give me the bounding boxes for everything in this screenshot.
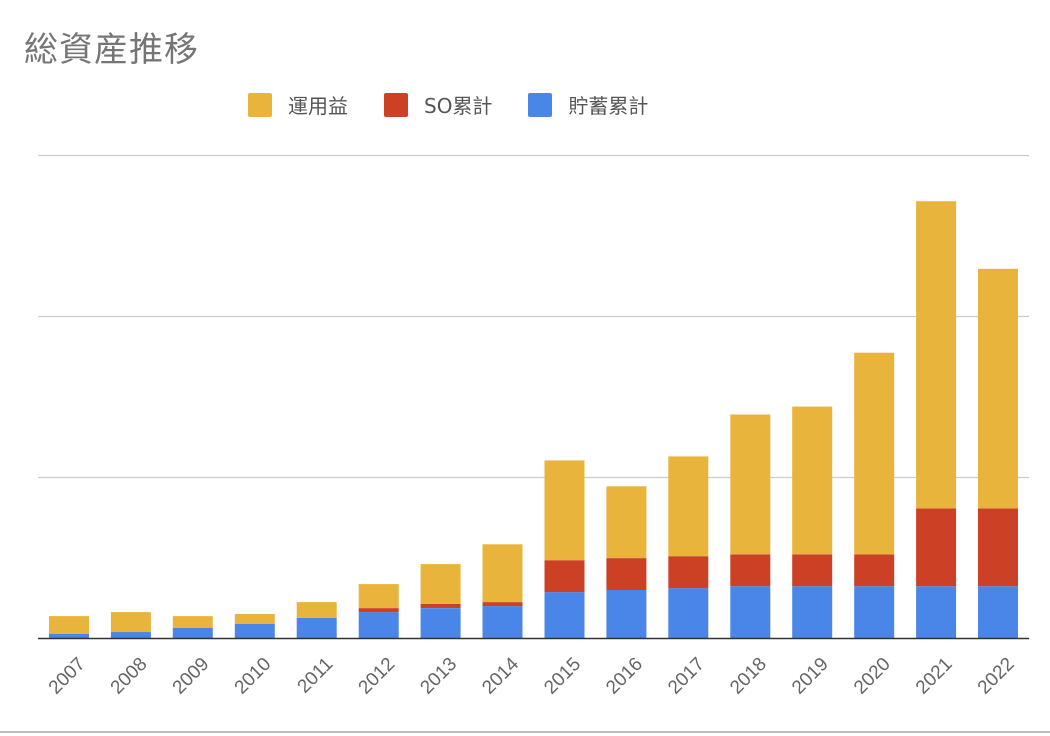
x-tick-label-2011: 2011 xyxy=(294,654,338,698)
bar-2022-series-0 xyxy=(978,586,1018,638)
bar-2008-series-0 xyxy=(110,632,151,638)
x-tick-label-2014: 2014 xyxy=(478,653,523,698)
legend-item-so: SO累計 xyxy=(384,90,492,119)
bar-2009-series-2 xyxy=(172,616,213,628)
bar-2018-series-2 xyxy=(730,414,771,555)
bottom-divider xyxy=(0,731,1050,733)
bar-2015-series-2 xyxy=(544,460,585,561)
bar-2012-series-0 xyxy=(358,612,399,638)
x-tick-label-2019: 2019 xyxy=(788,654,833,699)
x-tick-label-2021: 2021 xyxy=(912,654,957,699)
bar-2017-series-2 xyxy=(668,456,709,557)
legend: 運用益 SO累計 貯蓄累計 xyxy=(248,90,684,119)
bar-2014-series-2 xyxy=(482,544,523,603)
bar-2013-series-0 xyxy=(420,608,461,638)
bar-2021-series-1 xyxy=(916,508,957,587)
bar-2017-series-1 xyxy=(668,556,709,589)
bar-2022-series-2 xyxy=(978,268,1018,509)
bar-2018-series-0 xyxy=(730,586,771,638)
bar-2011-series-2 xyxy=(296,602,337,618)
bar-2019-series-1 xyxy=(792,554,833,587)
bar-2016-series-1 xyxy=(606,558,647,590)
x-tick-label-2016: 2016 xyxy=(602,654,647,699)
bar-2016-series-2 xyxy=(606,486,647,559)
x-tick-label-2013: 2013 xyxy=(416,654,461,699)
x-tick-label-2022: 2022 xyxy=(974,654,1019,699)
legend-swatch-so xyxy=(384,92,408,117)
x-tick-label-2008: 2008 xyxy=(107,654,152,699)
bar-2011-series-0 xyxy=(296,618,337,638)
bar-2007-series-0 xyxy=(49,634,89,638)
bar-2012-series-1 xyxy=(358,608,399,613)
x-tick-label-2017: 2017 xyxy=(664,654,709,699)
bar-2018-series-1 xyxy=(730,554,771,587)
bar-2013-series-2 xyxy=(420,564,461,604)
legend-label-so: SO累計 xyxy=(424,94,493,118)
legend-swatch-unyoeki xyxy=(248,92,272,117)
legend-label-chochiku: 貯蓄累計 xyxy=(568,94,649,118)
bar-2020-series-0 xyxy=(854,586,895,638)
bar-2013-series-1 xyxy=(420,604,461,608)
bar-2014-series-0 xyxy=(482,606,523,638)
x-tick-label-2010: 2010 xyxy=(231,654,276,699)
bar-2007-series-2 xyxy=(49,616,89,634)
x-tick-label-2015: 2015 xyxy=(540,654,585,699)
x-tick-label-2007: 2007 xyxy=(45,654,90,699)
bar-2020-series-1 xyxy=(854,554,895,587)
bar-2022-series-1 xyxy=(978,508,1018,587)
bar-2016-series-0 xyxy=(606,590,647,638)
bar-2012-series-2 xyxy=(358,584,399,609)
bar-2015-series-1 xyxy=(544,560,585,593)
bar-2010-series-2 xyxy=(234,614,275,624)
bar-2021-series-0 xyxy=(916,586,957,638)
x-tick-label-2018: 2018 xyxy=(726,654,771,699)
bar-2015-series-0 xyxy=(544,592,585,638)
legend-swatch-chochiku xyxy=(528,92,553,117)
bar-2020-series-2 xyxy=(854,352,895,555)
legend-item-chochiku: 貯蓄累計 xyxy=(528,90,648,119)
bar-2019-series-0 xyxy=(792,586,833,638)
legend-label-unyoeki: 運用益 xyxy=(288,94,348,118)
bar-2008-series-2 xyxy=(110,612,151,633)
x-tick-label-2012: 2012 xyxy=(355,654,400,699)
bar-2010-series-0 xyxy=(234,624,275,638)
x-tick-label-2020: 2020 xyxy=(850,654,895,699)
x-tick-label-2009: 2009 xyxy=(169,654,214,699)
bar-2019-series-2 xyxy=(792,406,833,555)
bar-2017-series-0 xyxy=(668,588,709,638)
legend-item-unyoeki: 運用益 xyxy=(248,90,348,119)
bar-2014-series-1 xyxy=(482,602,523,607)
chart-title: 総資産推移 xyxy=(24,30,199,70)
bar-2009-series-0 xyxy=(172,628,213,638)
bar-2021-series-2 xyxy=(916,201,957,509)
